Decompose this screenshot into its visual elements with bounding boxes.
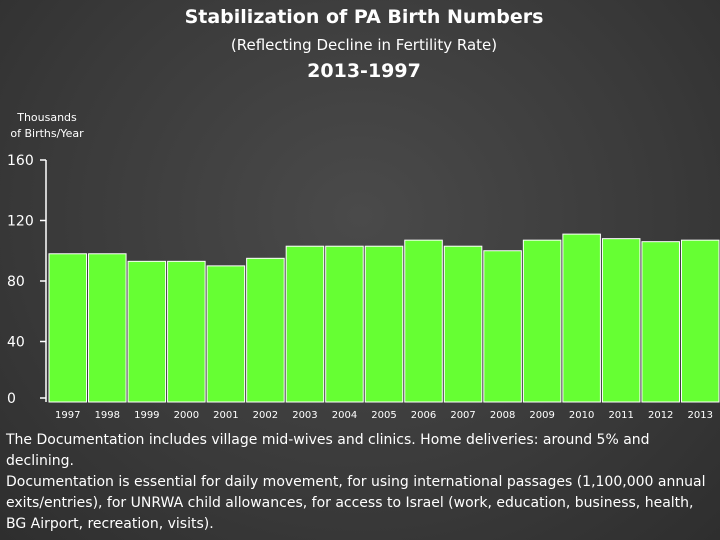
bar-chart: 0 40 80 120 160 1997 1998 1999 2000 2001 2002 2003 2…: [7, 153, 720, 421]
y-tick-label: 0: [7, 391, 16, 407]
x-tick-label: 2012: [648, 410, 673, 421]
x-tick-label: 2001: [213, 410, 238, 421]
x-tick-label: 2003: [292, 410, 317, 421]
bar: [127, 260, 167, 403]
x-tick-label: 2005: [371, 410, 396, 421]
chart-years-range: 2013-1997: [307, 60, 421, 82]
x-tick-label: 1998: [95, 410, 120, 421]
x-tick-label: 2004: [332, 410, 357, 421]
y-axis-label-line-2: of Births/Year: [10, 127, 84, 140]
bar: [443, 245, 483, 403]
bar: [680, 239, 720, 403]
bar: [246, 257, 285, 403]
y-axis-label: Thousands of Births/Year: [4, 110, 90, 142]
y-tick-label: 80: [7, 274, 25, 290]
x-tick-label: 2009: [529, 410, 554, 421]
x-tick-label: 2007: [450, 410, 475, 421]
x-tick-label: 2008: [490, 410, 515, 421]
bar: [167, 260, 206, 403]
chart-title: Stabilization of PA Birth Numbers: [184, 6, 544, 28]
y-tick-label: 120: [7, 214, 34, 230]
x-tick-label: 1997: [55, 410, 80, 421]
bar: [285, 245, 325, 403]
x-tick-label: 2011: [608, 410, 633, 421]
bar: [601, 238, 641, 403]
bar: [325, 245, 364, 403]
y-axis-label-line-1: Thousands: [17, 111, 77, 124]
footnote-line-1: The Documentation includes village mid-w…: [6, 432, 650, 469]
y-tick-label: 160: [7, 153, 34, 169]
bar: [562, 233, 601, 403]
footnote: The Documentation includes village mid-w…: [6, 430, 714, 535]
chart-subtitle: (Reflecting Decline in Fertility Rate): [230, 36, 498, 54]
bar: [641, 241, 680, 403]
bar: [88, 253, 127, 403]
footnote-line-2: Documentation is essential for daily mov…: [6, 474, 706, 532]
x-tick-label: 2006: [411, 410, 436, 421]
bar: [522, 239, 562, 403]
bar: [206, 265, 246, 403]
x-tick-label: 2002: [253, 410, 278, 421]
bar: [364, 245, 404, 403]
x-tick-label: 2000: [174, 410, 199, 421]
bar: [404, 239, 443, 403]
bar: [483, 250, 522, 403]
x-tick-label: 2013: [688, 410, 713, 421]
x-tick-label: 1999: [134, 410, 159, 421]
y-tick-label: 40: [7, 335, 25, 351]
bar: [48, 253, 88, 403]
x-tick-label: 2010: [569, 410, 594, 421]
